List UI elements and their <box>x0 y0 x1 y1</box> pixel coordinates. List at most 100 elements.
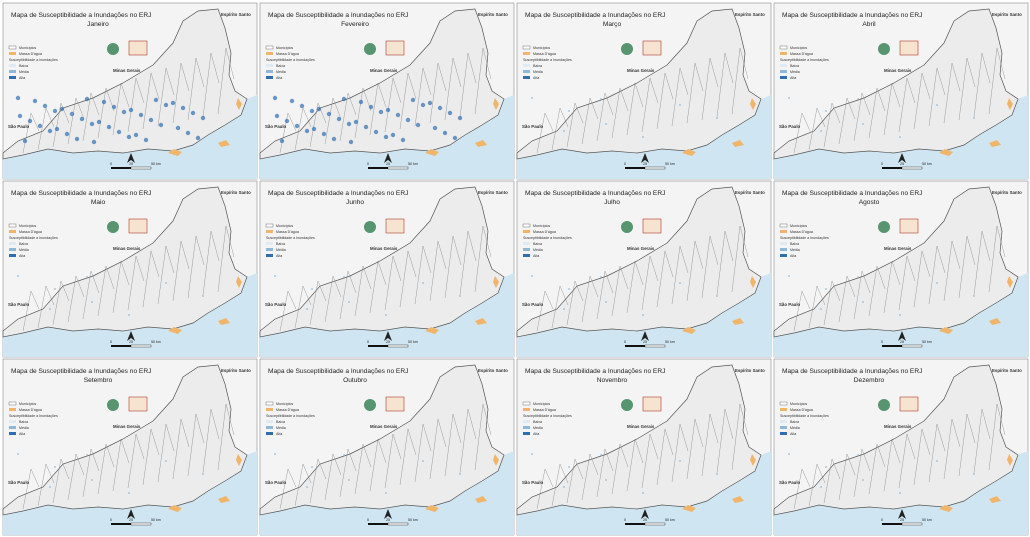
map-panel: Mapa de Susceptibilidade a Inundações no… <box>2 358 258 536</box>
scale-bar <box>625 523 645 525</box>
state-shape <box>259 186 505 338</box>
legend-label: Massa D'água <box>533 52 556 56</box>
region-label: Espírito Santo <box>992 190 1022 195</box>
municipal-border <box>444 235 462 299</box>
region-label: São Paulo <box>779 480 801 485</box>
flood-area <box>820 486 822 488</box>
flood-area <box>306 486 308 488</box>
scale-label: 25 <box>386 518 390 522</box>
municipal-border <box>536 468 554 510</box>
flood-area <box>128 314 130 316</box>
municipal-border <box>838 453 856 501</box>
legend-label: Baixa <box>790 64 799 68</box>
municipal-border <box>868 87 886 139</box>
municipal-border <box>399 250 417 308</box>
region-label: Espírito Santo <box>221 12 251 17</box>
water-body <box>168 454 242 512</box>
municipal-border <box>52 102 70 148</box>
flood-area <box>49 486 51 488</box>
legend-label: Alta <box>19 76 25 80</box>
flood-area <box>825 110 827 112</box>
municipal-border <box>52 458 70 504</box>
legend-swatch <box>9 432 16 435</box>
scale-label: 25 <box>900 162 904 166</box>
legend-swatch <box>8 401 17 406</box>
region-label: Espírito Santo <box>735 12 765 17</box>
state-shape <box>773 186 1019 338</box>
municipal-border <box>808 463 826 507</box>
map-title: Mapa de Susceptibilidade a Inundações no… <box>11 12 151 19</box>
municipal-border <box>596 92 614 142</box>
municipal-border <box>217 225 235 293</box>
legend-label: Municípios <box>790 46 807 50</box>
municipal-border <box>641 255 659 311</box>
flood-area <box>274 275 276 277</box>
logo <box>107 399 119 411</box>
map-panel: Mapa de Susceptibilidade a Inundações no… <box>773 2 1029 180</box>
legend-label: Municípios <box>19 224 36 228</box>
municipal-border <box>868 443 886 495</box>
flood-area <box>353 119 359 125</box>
flood-area <box>54 126 60 132</box>
region-label: São Paulo <box>265 302 287 307</box>
north-arrow <box>898 331 906 341</box>
flood-area <box>459 295 461 297</box>
flood-area <box>857 454 859 456</box>
municipal-border <box>279 468 297 510</box>
scale-bar <box>387 522 409 526</box>
legend-label: Alta <box>276 76 282 80</box>
municipal-border <box>187 235 205 299</box>
legend-swatch <box>780 432 787 435</box>
legend-swatch <box>522 223 531 228</box>
water-body <box>939 276 1013 334</box>
legend-swatch <box>9 420 16 423</box>
state-shape <box>259 8 505 160</box>
state-shape <box>259 364 505 516</box>
legend-swatch <box>9 248 16 251</box>
municipal-border <box>142 428 160 486</box>
municipal-border <box>339 448 357 498</box>
municipal-border <box>474 225 492 293</box>
legend-swatch <box>266 426 273 429</box>
map-title: Mapa de Susceptibilidade a Inundações no… <box>11 368 151 375</box>
flood-area <box>64 131 70 137</box>
region-label: Espírito Santo <box>221 190 251 195</box>
scale-label: 25 <box>386 340 390 344</box>
flood-area <box>200 115 206 121</box>
municipal-border <box>988 225 1006 293</box>
legend-label: Média <box>19 70 29 74</box>
north-arrow <box>641 153 649 163</box>
flood-area <box>405 117 411 123</box>
legend-label: Massa D'água <box>19 52 42 56</box>
legend-swatch <box>266 420 273 423</box>
map-month: Julho <box>604 199 620 206</box>
scale-label: 25 <box>643 518 647 522</box>
flood-area <box>91 479 93 481</box>
state-shape <box>2 186 248 338</box>
legend-label: Média <box>19 248 29 252</box>
municipal-border <box>112 438 130 492</box>
municipal-border <box>883 438 901 492</box>
map-month: Setembro <box>84 377 113 384</box>
legend-swatch <box>265 223 274 228</box>
flood-area <box>531 275 533 277</box>
municipal-border <box>67 275 85 323</box>
logo <box>899 218 919 234</box>
legend-label: Média <box>533 426 543 430</box>
municipal-border <box>988 47 1006 115</box>
legend-label: Baixa <box>790 242 799 246</box>
region-label: Espírito Santo <box>735 368 765 373</box>
legend-swatch <box>523 230 530 233</box>
legend-swatch <box>780 64 787 67</box>
municipal-border <box>823 280 841 326</box>
scale-label: 25 <box>129 162 133 166</box>
region-label: Minas Gerais <box>884 68 912 73</box>
flood-area <box>47 128 53 134</box>
scale-label: 0 <box>110 162 112 166</box>
flood-area <box>973 295 975 297</box>
flood-area <box>363 124 369 130</box>
scale-label: 0 <box>367 162 369 166</box>
flood-area <box>148 117 154 123</box>
map-panel: Mapa de Susceptibilidade a Inundações no… <box>516 358 772 536</box>
legend-swatch <box>522 45 531 50</box>
